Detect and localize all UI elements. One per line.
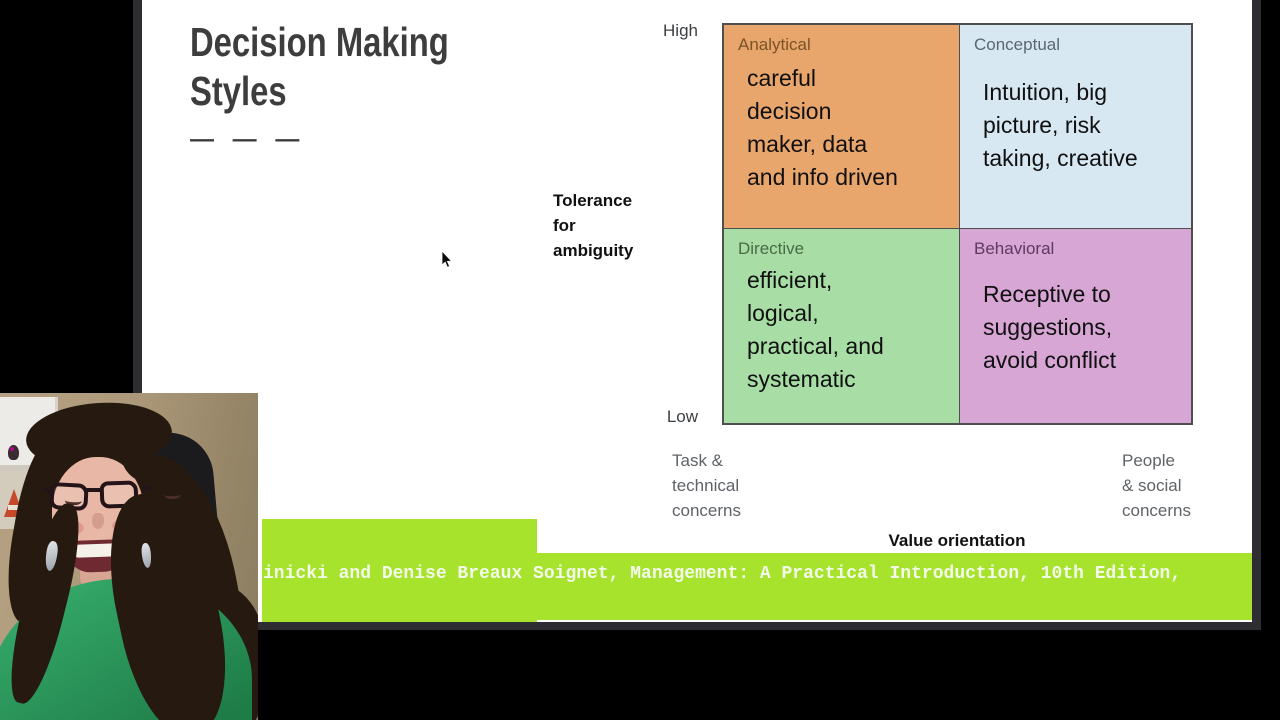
y-axis-high-label: High (663, 21, 698, 40)
slide-edge-shadow-left (133, 0, 142, 622)
slide-edge-shadow-bottom (133, 622, 1261, 630)
slide-edge-shadow-right (1252, 0, 1261, 630)
quadrant-conceptual: Conceptual Intuition, big picture, risk … (960, 25, 1191, 229)
presentation-slide: Decision Making Styles — — — Tolerance f… (142, 0, 1252, 622)
x-axis-label: Value orientation (888, 531, 1026, 550)
quadrant-directive-label: Directive (738, 239, 805, 258)
quadrant-analytical-label: Analytical (738, 35, 811, 54)
quadrant-conceptual-text: Intuition, big picture, risk taking, cre… (983, 79, 1138, 171)
toy-cone-stripe (8, 505, 20, 510)
presenter-glasses (42, 480, 182, 511)
quadrant-analytical: Analytical careful decision maker, data … (724, 25, 960, 229)
title-underline-dashes: — — — (190, 126, 306, 153)
quadrant-directive-text: efficient, logical, practical, and syste… (747, 267, 884, 392)
quadrant-analytical-text: careful decision maker, data and info dr… (747, 65, 898, 190)
mouse-cursor-icon (441, 249, 453, 269)
x-axis-left-label: Task & technical concerns (672, 451, 741, 520)
decision-styles-matrix: Analytical careful decision maker, data … (722, 23, 1193, 425)
presenter-webcam (0, 393, 258, 720)
quadrant-behavioral-text: Receptive to suggestions, avoid conflict (983, 281, 1116, 373)
slide-title: Decision Making Styles (190, 19, 449, 114)
x-axis-right-label: People & social concerns (1122, 451, 1191, 520)
shelf-figurine (8, 445, 19, 460)
citation-text: inicki and Denise Breaux Soignet, Manage… (263, 564, 1182, 584)
y-axis-low-label: Low (666, 407, 698, 426)
quadrant-directive: Directive efficient, logical, practical,… (724, 229, 960, 423)
presenter-nose (92, 513, 104, 529)
citation-bar-strip (262, 553, 1252, 620)
glasses-bridge (86, 488, 102, 492)
y-axis-label: Tolerance for ambiguity (553, 191, 634, 260)
quadrant-behavioral: Behavioral Receptive to suggestions, avo… (960, 229, 1191, 423)
quadrant-conceptual-label: Conceptual (974, 35, 1061, 54)
quadrant-behavioral-label: Behavioral (974, 239, 1055, 258)
